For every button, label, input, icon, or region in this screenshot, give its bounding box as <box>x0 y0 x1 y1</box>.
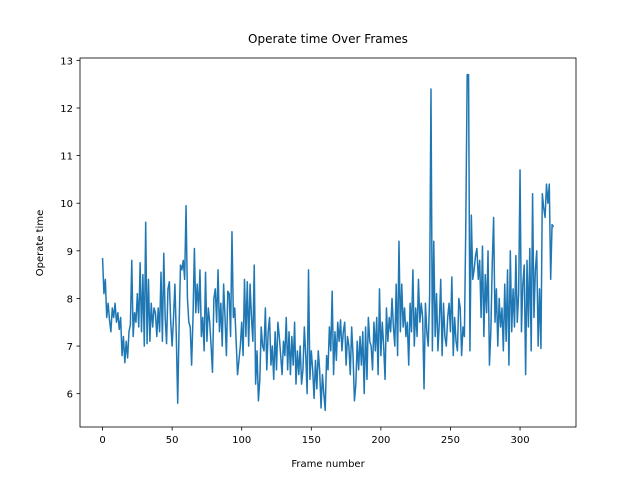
x-tick-label: 0 <box>99 435 105 446</box>
x-tick-label: 300 <box>511 435 530 446</box>
y-tick-label: 12 <box>60 104 73 115</box>
y-tick-label: 6 <box>67 390 73 401</box>
x-tick-label: 250 <box>441 435 460 446</box>
plot-frame <box>79 57 577 428</box>
y-tick-label: 7 <box>67 342 73 353</box>
y-tick-label: 9 <box>67 247 73 258</box>
data-line <box>101 73 555 412</box>
y-tick-label: 8 <box>67 294 73 305</box>
chart-title: Operate time Over Frames <box>248 32 408 46</box>
y-tick-label: 10 <box>60 199 73 210</box>
x-axis-label: Frame number <box>291 459 365 470</box>
x-tick-label: 50 <box>166 435 179 446</box>
y-tick-label: 13 <box>60 56 73 67</box>
x-tick-label: 150 <box>302 435 321 446</box>
x-tick-label: 200 <box>371 435 390 446</box>
y-tick-label: 11 <box>60 152 73 163</box>
y-axis-label: Operate time <box>35 210 46 276</box>
x-tick-label: 100 <box>232 435 251 446</box>
